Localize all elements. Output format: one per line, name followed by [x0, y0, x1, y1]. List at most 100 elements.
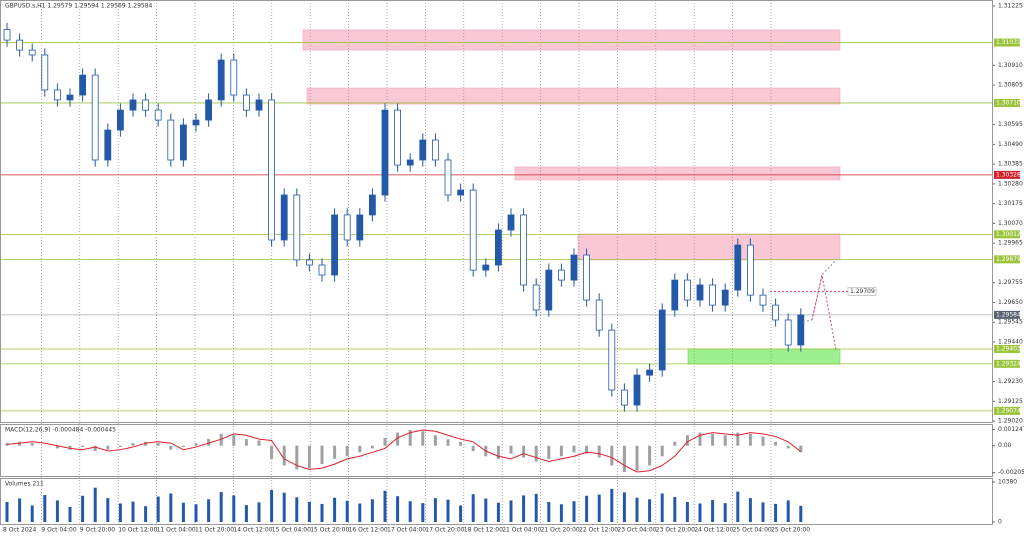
- candle-body: [381, 109, 389, 196]
- level-label: 1.30710: [996, 99, 1021, 106]
- x-tick-label: 21 Oct 20:00: [541, 527, 580, 534]
- candle-body: [772, 304, 779, 321]
- macd-frame: [0, 424, 993, 477]
- macd-tick-label: -0.002054: [998, 469, 1024, 476]
- candle-body: [318, 264, 326, 276]
- candle-body: [721, 289, 729, 306]
- candle-body: [255, 99, 263, 111]
- candle-body: [494, 229, 502, 266]
- candle-body: [104, 129, 112, 161]
- candle-body: [16, 39, 24, 51]
- y-tick-label: 1.29020: [998, 418, 1023, 425]
- level-label: 1.29584: [996, 311, 1021, 318]
- level-label: 1.31031: [996, 39, 1021, 46]
- y-tick-label: 1.29440: [998, 339, 1023, 346]
- candle-body: [621, 389, 628, 406]
- x-tick-label: 15 Oct 04:00: [272, 527, 311, 534]
- y-tick-label: 1.29650: [998, 299, 1023, 306]
- candle-body: [646, 369, 653, 376]
- candle-body: [747, 244, 754, 296]
- candle-body: [142, 99, 150, 111]
- candle-body: [734, 244, 742, 291]
- x-tick-label: 9 Oct 20:00: [80, 527, 115, 534]
- level-label: 1.29403: [996, 345, 1021, 352]
- x-tick-label: 17 Oct 04:00: [387, 527, 426, 534]
- zone: [302, 29, 841, 51]
- candle-body: [217, 59, 225, 101]
- x-tick-label: 23 Oct 04:00: [617, 527, 656, 534]
- y-tick-label: 1.30805: [998, 82, 1023, 89]
- candle-body: [66, 94, 74, 101]
- volume-tick-label: 10380: [998, 479, 1017, 486]
- level-tag: [994, 230, 1020, 239]
- x-tick-label: 21 Oct 04:00: [502, 527, 541, 534]
- main-frame: [0, 0, 993, 423]
- candle-body: [406, 159, 414, 166]
- zone: [577, 233, 841, 261]
- macd-title: MACD(12,26,9) -0.000484 -0.000445: [5, 427, 116, 434]
- y-tick-label: 1.30175: [998, 200, 1023, 207]
- x-tick-label: 9 Oct 04:00: [41, 527, 76, 534]
- level-label: 1.30328: [996, 171, 1021, 178]
- candle-body: [41, 54, 49, 91]
- x-tick-label: 11 Oct 20:00: [195, 527, 234, 534]
- x-tick-label: 17 Oct 20:00: [425, 527, 464, 534]
- zone: [306, 87, 841, 105]
- candle-body: [444, 159, 452, 196]
- x-tick-label: 15 Oct 20:00: [310, 527, 349, 534]
- y-tick-label: 1.30595: [998, 121, 1023, 128]
- candle-body: [608, 329, 616, 391]
- candle-body: [797, 314, 805, 346]
- candle-body: [79, 74, 86, 96]
- chart-title: GBPUSD.s,H1 1.29579 1.29594 1.29569 1.29…: [5, 3, 153, 10]
- zone: [687, 348, 841, 365]
- candle-body: [507, 214, 515, 231]
- level-label: 1.30012: [996, 231, 1021, 238]
- candle-body: [242, 94, 250, 111]
- level-tag: [994, 359, 1020, 368]
- macd-signal: [6, 429, 802, 473]
- candle-body: [457, 189, 465, 196]
- x-tick-label: 24 Oct 12:00: [694, 527, 733, 534]
- candle-body: [293, 194, 301, 261]
- zones: [302, 29, 841, 365]
- candle-body: [54, 89, 61, 101]
- candle-body: [784, 319, 792, 346]
- candle-body: [570, 254, 578, 281]
- x-tick-label: 11 Oct 04:00: [157, 527, 196, 534]
- candle-body: [684, 279, 691, 301]
- y-tick-label: 1.30280: [998, 180, 1023, 187]
- annotation-label: 1.29709: [850, 288, 875, 295]
- level-label: 1.29324: [996, 360, 1021, 367]
- y-tick-label: 1.29230: [998, 378, 1023, 385]
- x-tick-label: 10 Oct 12:00: [118, 527, 157, 534]
- level-tag: [994, 255, 1020, 264]
- y-tick-label: 1.30490: [998, 141, 1023, 148]
- level-tag: [994, 98, 1020, 107]
- y-tick-label: 1.29125: [998, 398, 1023, 405]
- candle-body: [671, 279, 679, 311]
- candle-body: [154, 109, 162, 121]
- x-tick-label: 16 Oct 12:00: [349, 527, 388, 534]
- level-label: 1.29074: [996, 407, 1021, 414]
- candle-body: [469, 189, 477, 271]
- level-tag: [994, 344, 1020, 353]
- x-tick-label: 25 Oct 20:00: [771, 527, 810, 534]
- y-tick-label: 1.29755: [998, 279, 1023, 286]
- y-tick-label: 1.29965: [998, 240, 1023, 247]
- candle-body: [482, 264, 490, 271]
- candle-body: [305, 259, 313, 266]
- x-tick-label: 25 Oct 04:00: [733, 527, 772, 534]
- candle-body: [658, 309, 666, 371]
- y-tick-label: 1.30070: [998, 220, 1023, 227]
- level-label: 1.29879: [996, 256, 1021, 263]
- x-tick-label: 23 Oct 20:00: [656, 527, 695, 534]
- candle-body: [230, 59, 238, 96]
- candle-body: [583, 254, 590, 301]
- volume-tick-label: 0: [998, 519, 1002, 526]
- candle-body: [633, 374, 641, 406]
- candle-body: [129, 99, 137, 111]
- candle-body: [558, 269, 565, 281]
